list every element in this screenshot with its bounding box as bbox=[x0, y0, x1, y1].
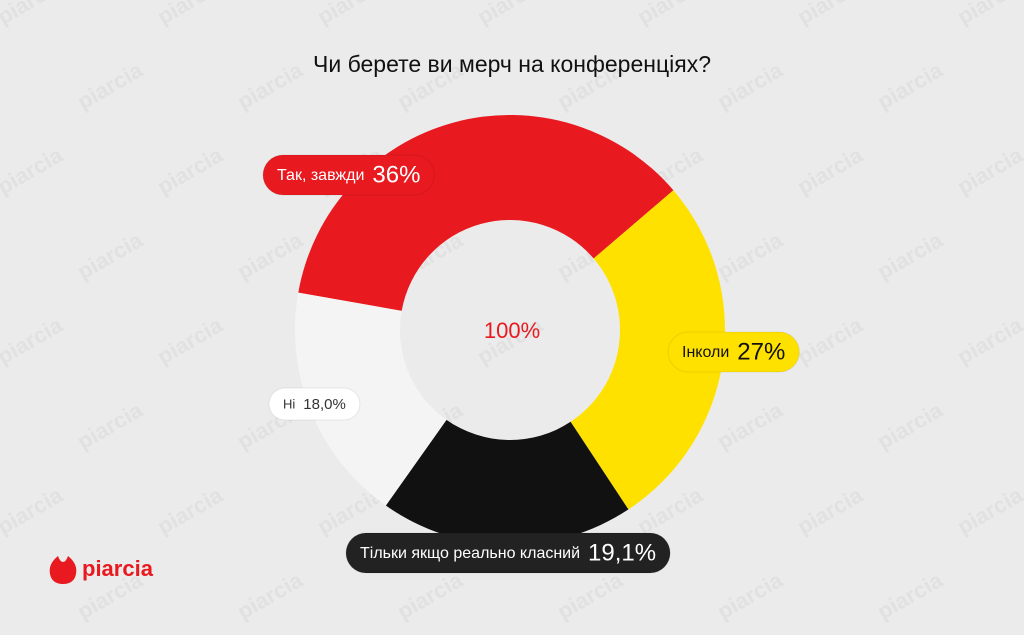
slice bbox=[570, 190, 725, 510]
slice bbox=[295, 292, 447, 506]
category-label: Ні bbox=[283, 396, 295, 411]
value-label: 19,1% bbox=[588, 539, 656, 566]
category-label: Інколи bbox=[682, 344, 729, 361]
category-label: Тільки якщо реально класний bbox=[360, 545, 580, 562]
pill-bg bbox=[345, 532, 671, 574]
pill-bg bbox=[262, 154, 435, 196]
logo-text: piarcia bbox=[82, 556, 154, 581]
pill-bg bbox=[667, 331, 800, 373]
category-label: Так, завжди bbox=[277, 167, 364, 184]
center-label: 100% bbox=[484, 318, 540, 343]
label-pill: Інколи 27% bbox=[667, 331, 800, 373]
value-label: 27% bbox=[737, 338, 785, 365]
labels: Так, завжди 36% Інколи 27% Тільки якщо реаль… bbox=[262, 154, 800, 574]
donut bbox=[295, 114, 725, 545]
logo-icon bbox=[49, 556, 77, 584]
pill-bg bbox=[268, 387, 361, 421]
chart-title: Чи берете ви мерч на конференціях? bbox=[313, 51, 711, 77]
label-pill: Ні 18,0% bbox=[268, 387, 361, 421]
logo: piarcia bbox=[49, 556, 154, 584]
slice bbox=[385, 419, 629, 545]
label-pill: Так, завжди 36% bbox=[262, 154, 435, 196]
value-label: 36% bbox=[372, 161, 420, 188]
value-label: 18,0% bbox=[303, 396, 346, 413]
label-pill: Тільки якщо реально класний 19,1% bbox=[345, 532, 671, 574]
